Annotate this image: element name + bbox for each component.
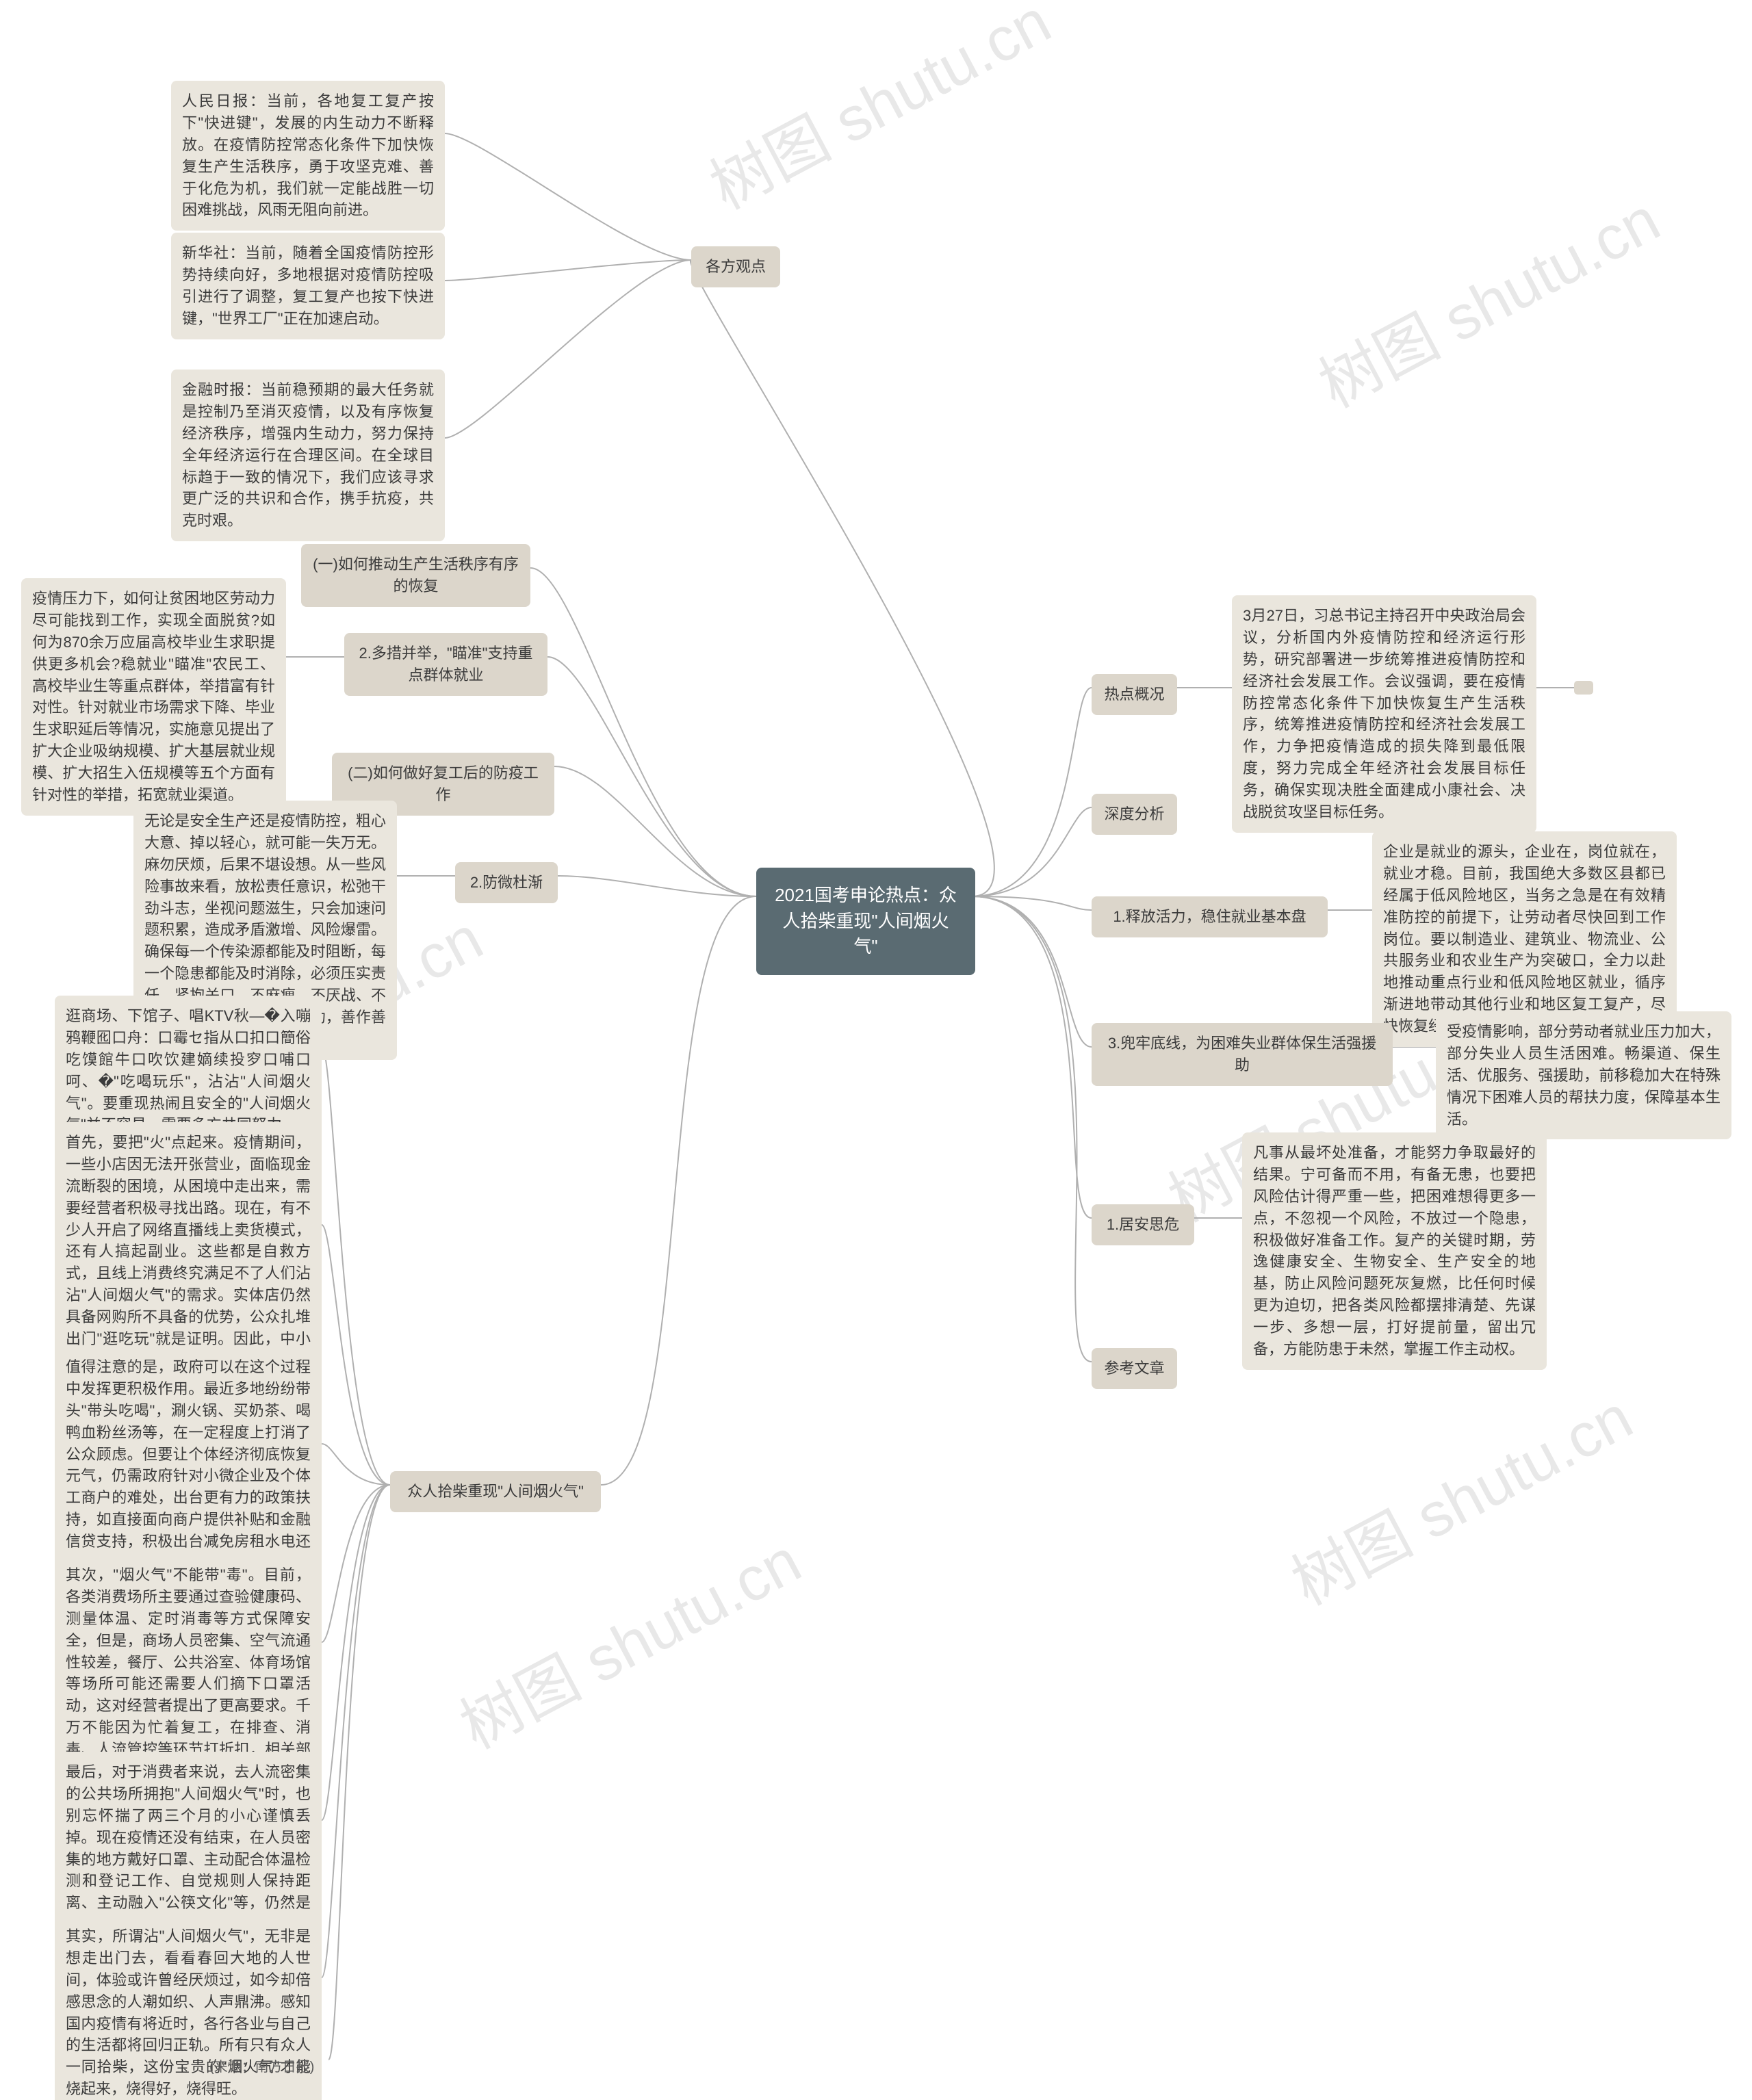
hotspot-more-icon [1574,681,1593,695]
watermark: 树图 shutu.cn [1301,171,1672,425]
watermark: 树图 shutu.cn [442,1512,813,1766]
leaf-l5g-source: (来源：南方日报) [198,2048,339,2087]
leaf-hotspot-detail: 3月27日，习总书记主持召开中央政治局会议，分析国内外疫情防控和经济运行形势，研… [1232,595,1536,833]
branch-l1-order: (一)如何推动生产生活秩序有序的恢复 [301,544,530,607]
leaf-vigilance-detail: 凡事从最坏处准备，才能努力争取最好的结果。宁可备而不用，有备无患，也要把风险估计… [1242,1132,1547,1370]
branch-hotspot: 热点概况 [1092,674,1177,715]
branch-deep-analysis: 深度分析 [1092,794,1177,835]
branch-opinions: 各方观点 [691,246,780,287]
root-node: 2021国考申论热点：众人拾柴重现"人间烟火气" [756,868,975,975]
branch-vigilance: 1.居安思危 [1092,1204,1194,1245]
leaf-l2-employment-detail: 疫情压力下，如何让贫困地区劳动力尽可能找到工作，实现全面脱贫?如何为870余万应… [21,578,286,816]
watermark: 树图 shutu.cn [692,0,1063,226]
leaf-opinions-xhs: 新华社：当前，随着全国疫情防控形势持续向好，多地根据对疫情防控吸引进行了调整，复… [171,233,445,339]
leaf-opinions-rmrb: 人民日报：当前，各地复工复产按下"快进键"，发展的内生动力不断释放。在疫情防控常… [171,81,445,231]
watermark: 树图 shutu.cn [1274,1369,1645,1622]
branch-l4-microcontrol: 2.防微杜渐 [455,862,558,903]
branch-bottomline: 3.兜牢底线，为困难失业群体保生活强援助 [1092,1023,1393,1086]
branch-l2-employment: 2.多措并举，"瞄准"支持重点群体就业 [344,633,548,696]
branch-l5-firewood: 众人拾柴重现"人间烟火气" [390,1471,601,1512]
leaf-opinions-jrsb: 金融时报：当前稳预期的最大任务就是控制乃至消灭疫情，以及有序恢复经济秩序，增强内… [171,370,445,541]
branch-reference: 参考文章 [1092,1348,1177,1389]
branch-vitality: 1.释放活力，稳住就业基本盘 [1092,896,1328,937]
leaf-bottomline-detail: 受疫情影响，部分劳动者就业压力加大，部分失业人员生活困难。畅渠道、保生活、优服务… [1436,1011,1731,1139]
